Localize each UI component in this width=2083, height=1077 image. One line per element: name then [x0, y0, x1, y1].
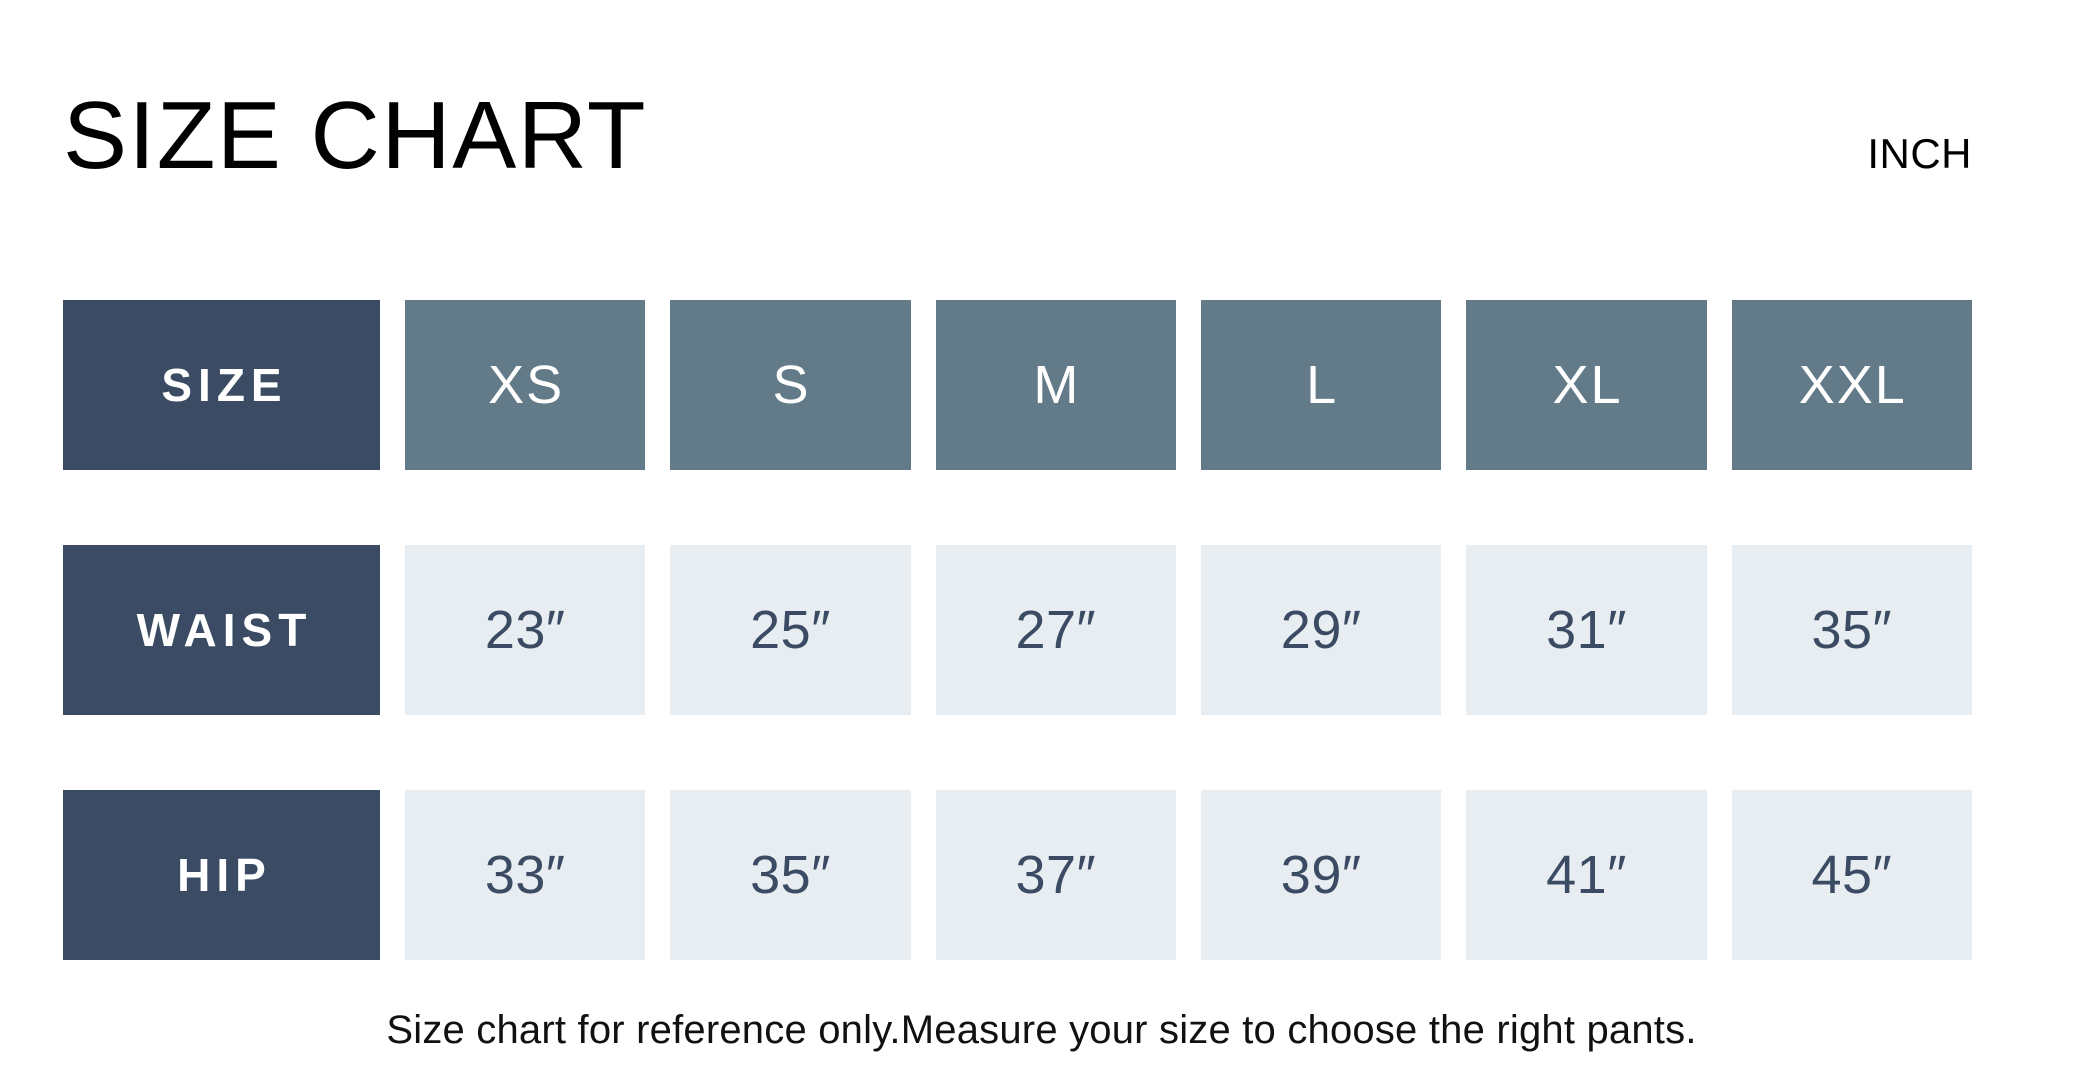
size-table: SIZE XS S M L XL XXL WAIST 23″ 25″ 27″ 2…	[63, 300, 1972, 960]
unit-label: INCH	[1867, 130, 1972, 177]
waist-value-xl: 31″	[1466, 545, 1707, 715]
waist-value-s: 25″	[670, 545, 911, 715]
hip-value-m: 37″	[935, 790, 1176, 960]
row-label-waist: WAIST	[63, 545, 380, 715]
table-row: WAIST 23″ 25″ 27″ 29″ 31″ 35″	[63, 545, 1972, 715]
waist-value-m: 27″	[935, 545, 1176, 715]
size-column-header-xxl: XXL	[1731, 300, 1972, 470]
size-column-header-m: M	[935, 300, 1176, 470]
hip-value-xs: 33″	[405, 790, 646, 960]
page-title: SIZE CHART	[63, 82, 647, 189]
size-column-header-xl: XL	[1466, 300, 1707, 470]
waist-value-xs: 23″	[405, 545, 646, 715]
size-column-header-xs: XS	[405, 300, 646, 470]
chart-header: SIZE CHART INCH	[63, 88, 1972, 208]
hip-value-l: 39″	[1200, 790, 1442, 960]
hip-value-xxl: 45″	[1731, 790, 1972, 960]
table-header-row: SIZE XS S M L XL XXL	[63, 300, 1972, 470]
table-header-label-size: SIZE	[63, 300, 380, 470]
hip-value-s: 35″	[670, 790, 911, 960]
footer-note: Size chart for reference only.Measure yo…	[386, 1008, 1697, 1052]
waist-value-l: 29″	[1200, 545, 1442, 715]
row-label-hip: HIP	[63, 790, 380, 960]
size-column-header-s: S	[670, 300, 911, 470]
table-row: HIP 33″ 35″ 37″ 39″ 41″ 45″	[63, 790, 1972, 960]
size-column-header-l: L	[1200, 300, 1442, 470]
hip-value-xl: 41″	[1466, 790, 1707, 960]
waist-value-xxl: 35″	[1731, 545, 1972, 715]
